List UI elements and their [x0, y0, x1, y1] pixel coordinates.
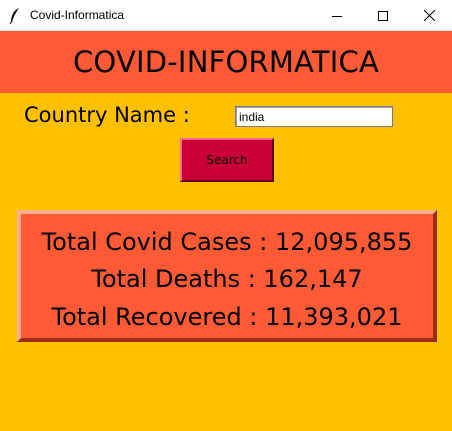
total-recovered-text: Total Recovered : 11,393,021 [51, 303, 403, 331]
search-button[interactable]: Search [180, 138, 274, 182]
maximize-button[interactable] [360, 0, 406, 31]
page-title: COVID-INFORMATICA [72, 45, 380, 79]
close-icon [423, 10, 435, 21]
close-button[interactable] [406, 0, 452, 31]
total-deaths-text: Total Deaths : 162,147 [91, 265, 363, 293]
minimize-icon [332, 11, 342, 21]
window-title: Covid-Informatica [30, 8, 125, 22]
header-banner: COVID-INFORMATICA [0, 31, 452, 93]
stats-panel: Total Covid Cases : 12,095,855 Total Dea… [17, 210, 437, 342]
country-name-label: Country Name : [24, 103, 190, 127]
title-bar: Covid-Informatica [0, 0, 452, 31]
country-name-input[interactable] [235, 106, 393, 127]
feather-icon [9, 7, 21, 25]
total-cases-text: Total Covid Cases : 12,095,855 [41, 228, 413, 256]
minimize-button[interactable] [314, 0, 360, 31]
maximize-icon [378, 10, 388, 21]
